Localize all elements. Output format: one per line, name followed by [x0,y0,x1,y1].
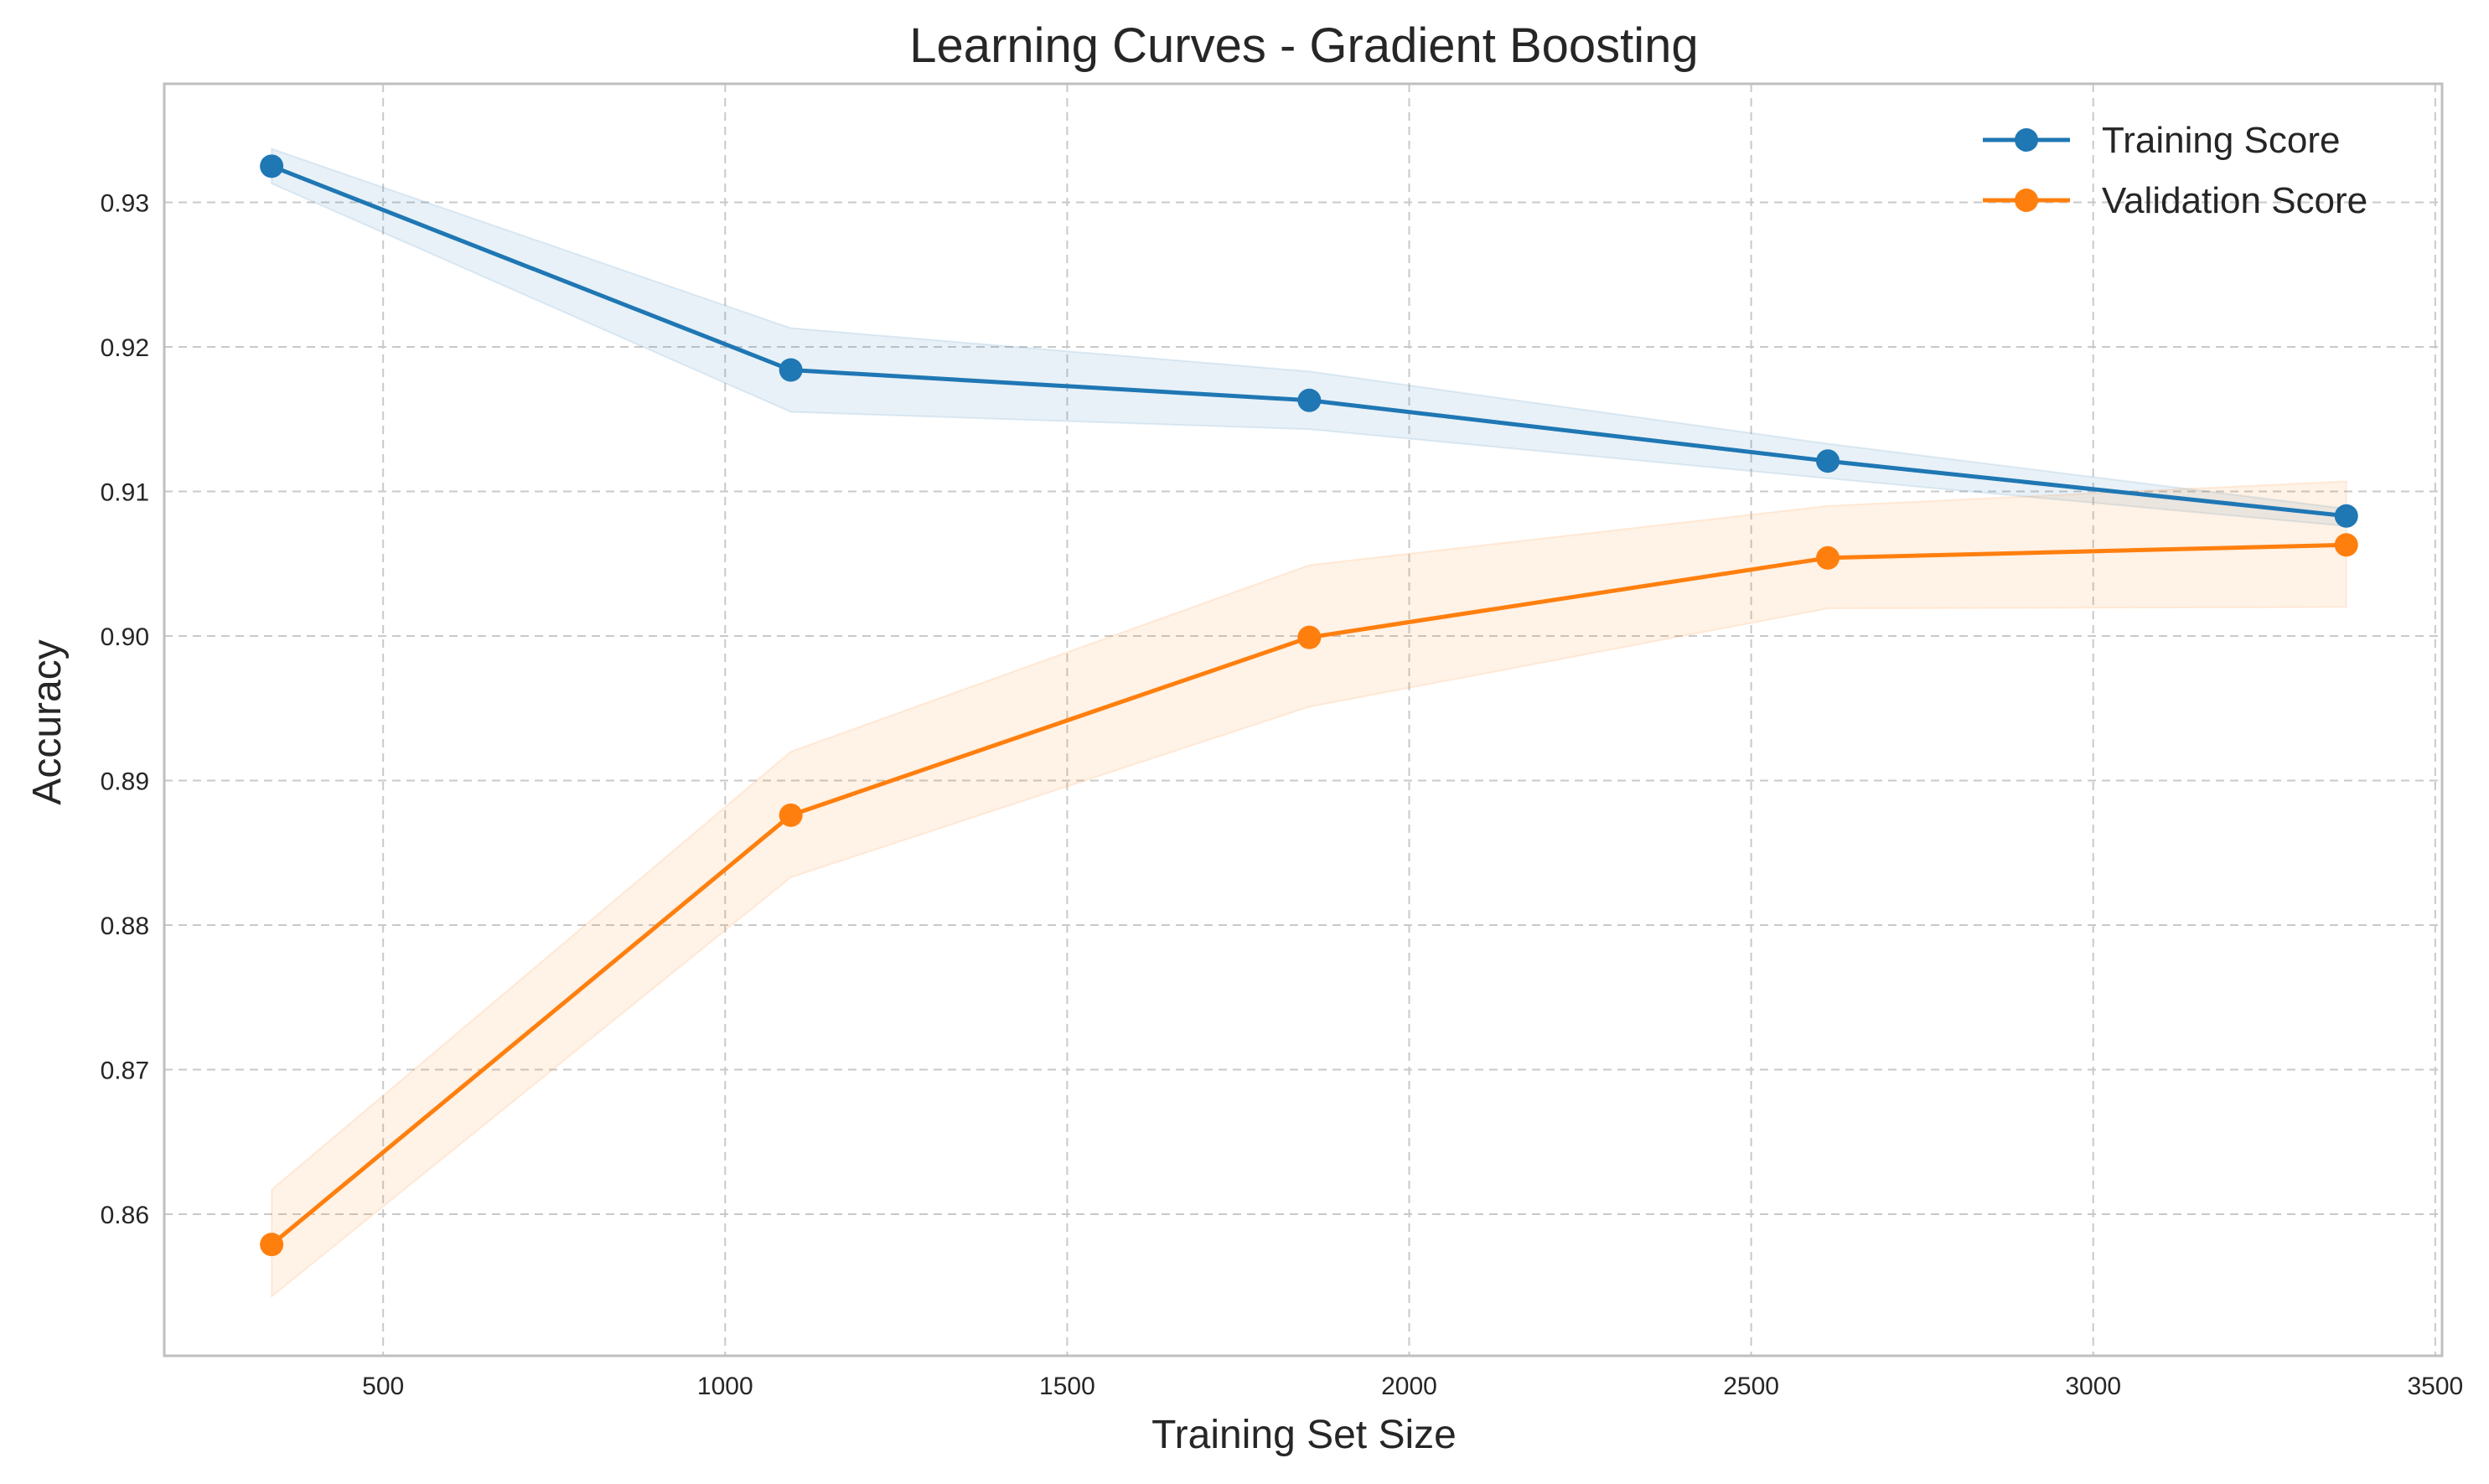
x-axis-label: Training Set Size [1151,1413,1457,1457]
training-score-point [1816,449,1840,473]
training-score-legend-marker [2015,128,2038,152]
training-score-point [779,358,803,382]
training-score-legend-label: Training Score [2102,120,2341,161]
x-tick-label: 2500 [1723,1373,1779,1400]
plot-frame [163,82,2444,1357]
x-tick-label: 3000 [2065,1373,2121,1400]
validation-score-point [1297,625,1322,649]
chart-title: Learning Curves - Gradient Boosting [909,18,1698,73]
x-tick-labels: 500 1000 1500 2000 2500 3000 3500 [362,1373,2463,1400]
y-tick-label: 0.89 [101,768,149,795]
validation-score-point [1816,546,1840,570]
y-tick-label: 0.90 [101,623,149,651]
validation-score-point [2334,533,2358,557]
training-score-point [2334,504,2358,528]
x-tick-label: 3500 [2407,1373,2463,1400]
x-tick-label: 1500 [1039,1373,1095,1400]
y-tick-label: 0.87 [101,1057,149,1084]
x-tick-label: 1000 [697,1373,753,1400]
y-tick-label: 0.88 [101,913,149,940]
validation-score-legend-marker [2015,189,2038,212]
training-score-point [260,154,284,178]
x-tick-label: 500 [362,1373,404,1400]
y-tick-label: 0.92 [101,334,149,362]
y-axis-label: Accuracy [25,639,70,804]
training-score-point [1297,388,1322,412]
validation-score-point [260,1233,284,1257]
x-tick-label: 2000 [1381,1373,1437,1400]
y-tick-label: 0.86 [101,1202,149,1229]
series-point-layer [260,154,2358,1257]
y-tick-label: 0.93 [101,189,149,217]
y-tick-label: 0.91 [101,478,149,506]
legend: Training Score Validation Score [1983,120,2367,221]
y-tick-labels: 0.86 0.87 0.88 0.89 0.90 0.91 0.92 0.93 [101,189,149,1229]
validation-score-legend-label: Validation Score [2102,180,2367,221]
validation-score-point [779,803,803,827]
